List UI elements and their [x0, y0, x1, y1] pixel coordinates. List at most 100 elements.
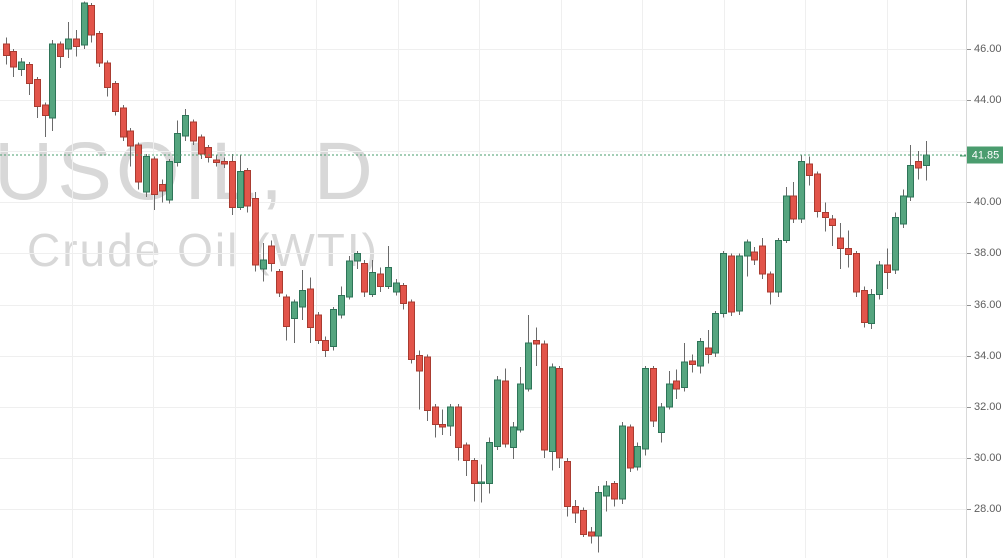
candle-body	[432, 406, 439, 426]
candle-body	[478, 481, 485, 485]
candle-body	[182, 114, 189, 137]
candle-body	[385, 267, 392, 288]
candle-body	[494, 379, 501, 447]
symbol-description-watermark: Crude Oil (WTI)	[27, 224, 379, 276]
candle-body	[884, 264, 891, 274]
candle-body	[346, 260, 353, 298]
candle-body	[354, 252, 361, 262]
candle-body	[18, 61, 25, 70]
candle-body	[439, 424, 446, 428]
candle-body	[276, 270, 283, 294]
candle-body	[588, 531, 595, 537]
candle-body	[845, 247, 852, 256]
candle-body	[549, 366, 556, 453]
candle-body	[759, 245, 766, 275]
candle-body	[502, 380, 509, 445]
candle-body	[268, 245, 275, 265]
candle-body	[393, 282, 400, 293]
candle-body	[853, 252, 860, 293]
candle-body	[244, 169, 251, 207]
candle-body	[705, 347, 712, 355]
candle-body	[861, 290, 868, 323]
candle-body	[744, 241, 751, 257]
candle-body	[868, 293, 875, 325]
candle-body	[650, 367, 657, 422]
candle-body	[73, 38, 80, 47]
price-axis-label: 40.00	[967, 196, 1002, 209]
candle-body	[57, 43, 64, 58]
candle-body	[486, 442, 493, 484]
candlestick-chart[interactable]	[0, 0, 966, 558]
candle-body	[330, 309, 337, 348]
candle-body	[198, 136, 205, 155]
candle-body	[447, 406, 454, 427]
candle-body	[377, 273, 384, 288]
candle-body	[767, 273, 774, 293]
candle-body	[471, 459, 478, 484]
price-axis-label: 32.00	[967, 400, 1002, 413]
candle-body	[611, 482, 618, 500]
candle-body	[720, 252, 727, 315]
candle-body	[361, 263, 368, 293]
candle-body	[580, 509, 587, 536]
candle-body	[120, 107, 127, 138]
candle-body	[595, 491, 602, 537]
candle-body	[736, 255, 743, 312]
candle-body	[143, 155, 150, 193]
candle-body	[205, 146, 212, 159]
candle-body	[307, 288, 314, 329]
candle-body	[112, 83, 119, 113]
candle-body	[556, 367, 563, 459]
candle-body	[10, 51, 17, 68]
candle-body	[790, 195, 797, 220]
candle-body	[829, 218, 836, 226]
candle-body	[837, 237, 844, 249]
candle-body	[923, 154, 930, 166]
candle-body	[315, 314, 322, 341]
candle-body	[603, 485, 610, 497]
candle-body	[338, 295, 345, 316]
candle-body	[564, 461, 571, 507]
candle-body	[619, 425, 626, 500]
candle-body	[322, 339, 329, 352]
candle-body	[681, 361, 688, 389]
candle-body	[634, 445, 641, 468]
candle-body	[751, 251, 758, 261]
price-axis-label: 46.00	[967, 43, 1002, 55]
candle-body	[369, 272, 376, 295]
candle-body	[65, 38, 72, 50]
price-axis-label: 34.00	[967, 349, 1002, 362]
candle-body	[642, 367, 649, 450]
candle-body	[892, 217, 899, 271]
candle-body	[237, 171, 244, 208]
candle-body	[697, 341, 704, 367]
price-axis[interactable]: 41.85 46.00 44.00 40.00 38.00 36.00 34.00 32.0…	[960, 0, 1003, 558]
candle-body	[525, 342, 532, 390]
candle-body	[96, 33, 103, 64]
candle-body	[533, 339, 540, 345]
candle-body	[3, 43, 10, 56]
candle-body	[775, 240, 782, 293]
candle-body	[42, 104, 49, 116]
candle-body	[151, 158, 158, 196]
candle-body	[252, 198, 259, 266]
candle-body	[463, 444, 470, 461]
candle-body	[541, 343, 548, 451]
candle-body	[876, 264, 883, 295]
candle-body	[400, 284, 407, 304]
candle-body	[673, 380, 680, 390]
candle-body	[174, 132, 181, 164]
candle-body	[572, 505, 579, 514]
candle-body	[783, 195, 790, 242]
candle-body	[814, 173, 821, 212]
candle-body	[127, 130, 134, 147]
candle-body	[822, 212, 829, 219]
price-axis-label: 36.00	[967, 298, 1002, 311]
candle-body	[299, 290, 306, 308]
candle-body	[900, 195, 907, 225]
candle-body	[190, 121, 197, 142]
candle-body	[135, 144, 142, 183]
candle-body	[517, 383, 524, 431]
candle-body	[510, 426, 517, 449]
